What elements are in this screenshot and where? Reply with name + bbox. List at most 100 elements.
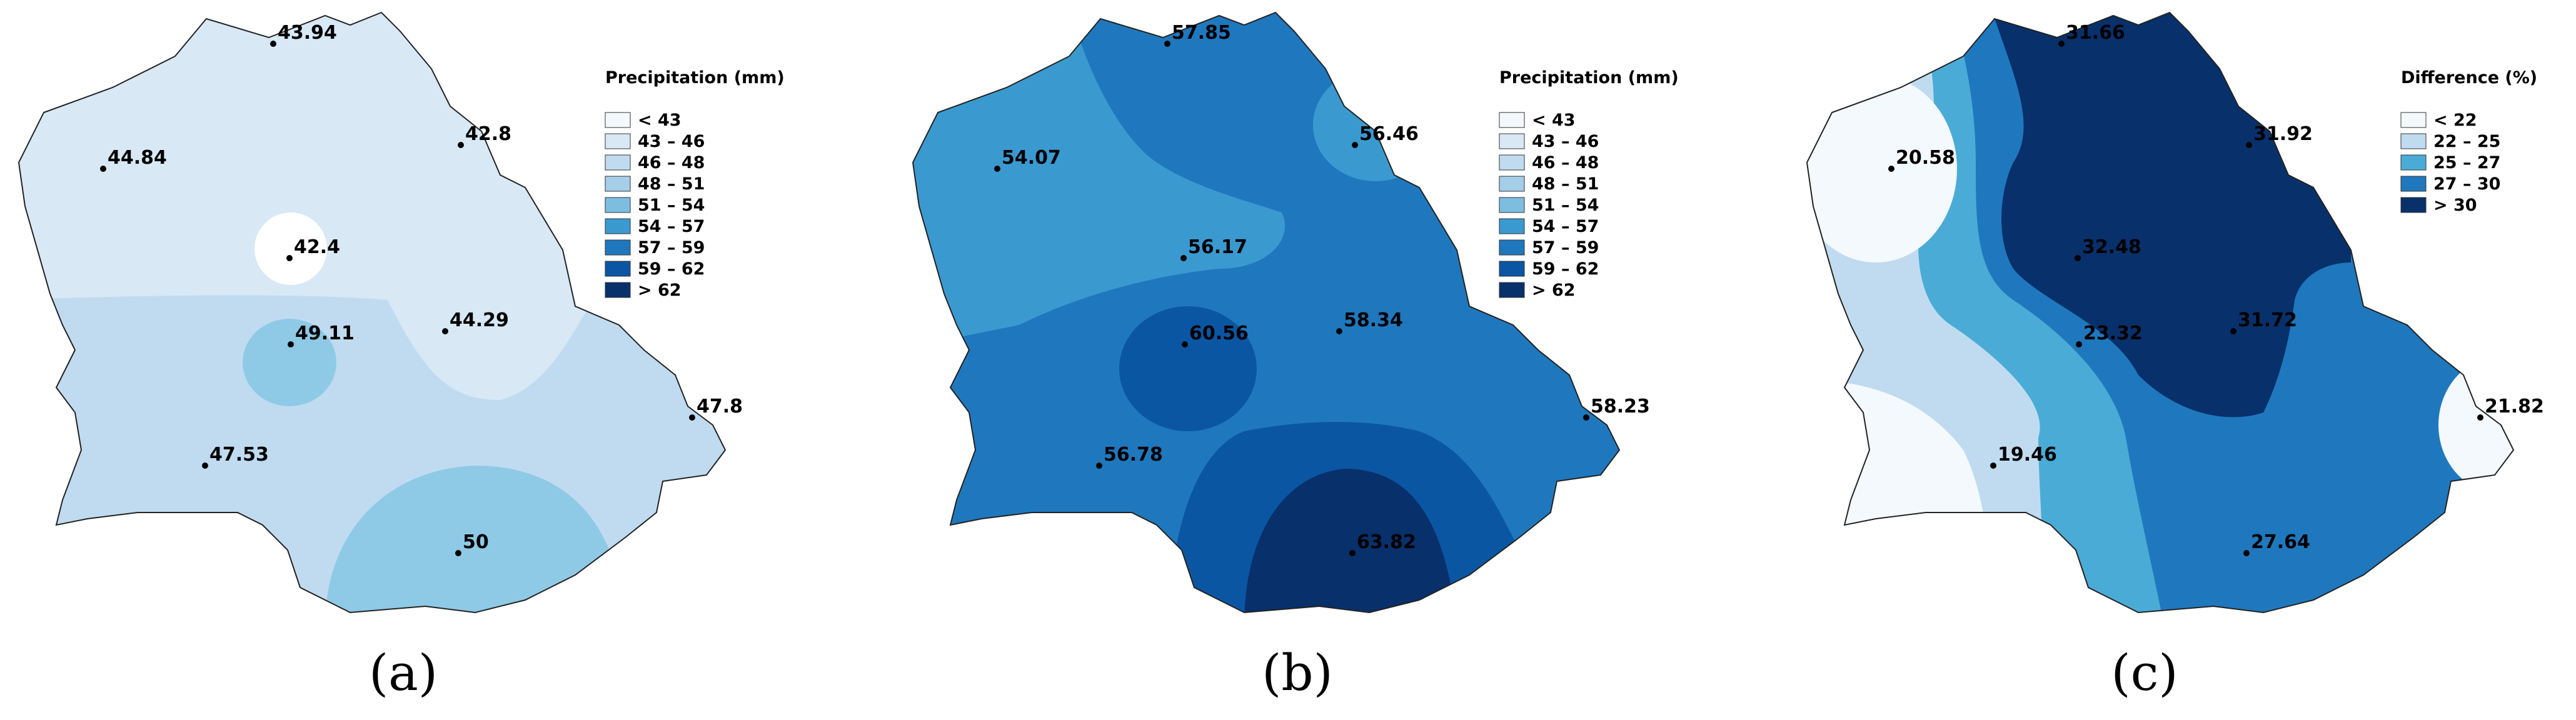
station-7: 47.8	[689, 396, 743, 421]
legend-label: 46 – 48	[1532, 153, 1599, 172]
station-8: 56.78	[1096, 444, 1163, 469]
legend-swatch	[1499, 261, 1525, 277]
panel-caption: (b)	[1262, 644, 1333, 702]
zone-south-bowl	[1244, 469, 1457, 612]
zone-south	[19, 295, 725, 612]
legend-swatch	[605, 154, 631, 171]
svg-text:56.46: 56.46	[1359, 123, 1419, 145]
map-svg-b: 57.85 54.07 56.46 56.17 60.56 58.34 58.2…	[912, 11, 1679, 614]
svg-text:49.11: 49.11	[295, 322, 355, 344]
legend-swatch	[2400, 154, 2427, 171]
map-panel-a: 43.94 44.84 42.8 42.4 49.11 44.29 47.8 4…	[0, 0, 858, 720]
legend-swatch	[605, 282, 631, 298]
panel-caption: (a)	[368, 644, 438, 702]
legend-swatch	[605, 197, 631, 213]
svg-text:44.84: 44.84	[108, 147, 167, 169]
legend-label: 51 – 54	[638, 196, 705, 215]
station-4: 56.17	[1180, 236, 1247, 261]
map-panel-b: 57.85 54.07 56.46 56.17 60.56 58.34 58.2…	[894, 0, 1753, 720]
legend-label: 43 – 46	[638, 132, 705, 151]
svg-text:56.17: 56.17	[1188, 236, 1247, 258]
station-2: 20.58	[1888, 147, 1955, 172]
legend-swatch	[1499, 239, 1525, 256]
station-1: 57.85	[1164, 22, 1231, 47]
station-9: 27.64	[2243, 531, 2310, 556]
zone-center-hole	[254, 212, 327, 285]
map-panel-c: 31.66 20.58 31.92 32.48 23.32 31.72 21.8…	[1788, 0, 2576, 720]
svg-text:43.94: 43.94	[278, 22, 337, 44]
zone-west-blob	[243, 319, 336, 406]
legend-swatch	[605, 112, 631, 128]
legend-label: 48 – 51	[1532, 174, 1599, 194]
svg-text:20.58: 20.58	[1896, 147, 1955, 169]
svg-text:58.34: 58.34	[1344, 309, 1403, 331]
svg-text:54.07: 54.07	[1002, 147, 1061, 169]
legend-label: > 62	[1532, 281, 1576, 300]
station-1: 43.94	[270, 22, 337, 47]
legend-label: < 22	[2433, 111, 2477, 130]
legend-label: > 62	[638, 281, 682, 300]
station-1: 31.66	[2058, 22, 2125, 47]
svg-text:60.56: 60.56	[1189, 322, 1249, 344]
station-2: 44.84	[100, 147, 167, 172]
map-svg-c: 31.66 20.58 31.92 32.48 23.32 31.72 21.8…	[1806, 11, 2544, 614]
legend-label: 51 – 54	[1532, 196, 1599, 215]
station-6: 44.29	[442, 309, 509, 334]
station-3: 56.46	[1352, 123, 1419, 148]
legend-items: < 22 22 – 25 25 – 27 27 – 30 > 30	[2400, 111, 2500, 215]
svg-text:31.66: 31.66	[2066, 22, 2125, 44]
legend-swatch	[2400, 133, 2427, 149]
zone-low-nw	[1807, 75, 1957, 262]
legend-swatch	[2400, 176, 2427, 192]
station-8: 47.53	[202, 444, 269, 469]
legend-c: Difference (%) < 22 22 – 25 25 – 27 27 – 30…	[2400, 68, 2537, 215]
station-7: 58.23	[1583, 396, 1650, 421]
svg-text:31.72: 31.72	[2238, 309, 2297, 331]
station-3: 31.92	[2246, 123, 2313, 148]
legend-title: Precipitation (mm)	[605, 68, 785, 88]
legend-label: > 30	[2433, 196, 2477, 215]
legend-label: 48 – 51	[638, 174, 705, 194]
map-border-b	[912, 11, 1621, 614]
legend-label: 59 – 62	[638, 259, 705, 279]
station-5: 60.56	[1182, 322, 1249, 348]
svg-text:32.48: 32.48	[2082, 236, 2141, 258]
svg-text:44.29: 44.29	[450, 309, 509, 331]
legend-swatch	[1499, 133, 1525, 149]
svg-text:21.82: 21.82	[2485, 396, 2544, 418]
map-border-c	[1806, 11, 2515, 614]
svg-text:27.64: 27.64	[2251, 531, 2310, 553]
svg-text:19.46: 19.46	[1998, 444, 2057, 466]
legend-swatch	[605, 218, 631, 234]
station-4: 42.4	[286, 236, 340, 261]
station-8: 19.46	[1990, 444, 2057, 469]
svg-text:31.92: 31.92	[2253, 123, 2313, 145]
legend-swatch	[605, 261, 631, 277]
svg-text:47.8: 47.8	[697, 396, 743, 418]
panel-caption: (c)	[2111, 644, 2178, 702]
legend-label: 25 – 27	[2433, 153, 2500, 172]
legend-label: 22 – 25	[2433, 132, 2500, 151]
legend-a: Precipitation (mm) < 43 43 – 46 46 – 48 48 …	[605, 68, 785, 300]
legend-swatch	[605, 239, 631, 256]
legend-label: 43 – 46	[1532, 132, 1599, 151]
svg-text:23.32: 23.32	[2083, 322, 2143, 344]
legend-label: < 43	[1532, 111, 1576, 130]
legend-swatch	[1499, 282, 1525, 298]
station-5: 23.32	[2076, 322, 2143, 348]
station-6: 58.34	[1336, 309, 1403, 334]
legend-swatch	[1499, 176, 1525, 192]
legend-swatch	[1499, 112, 1525, 128]
svg-text:42.4: 42.4	[294, 236, 340, 258]
legend-swatch	[1499, 154, 1525, 171]
legend-title: Difference (%)	[2401, 68, 2537, 88]
svg-text:57.85: 57.85	[1172, 22, 1231, 44]
legend-label: 57 – 59	[1532, 238, 1599, 258]
station-9: 63.82	[1349, 531, 1416, 556]
svg-text:63.82: 63.82	[1357, 531, 1416, 553]
station-2: 54.07	[994, 147, 1061, 172]
legend-swatch	[1499, 218, 1525, 234]
station-6: 31.72	[2230, 309, 2297, 334]
legend-swatch	[2400, 197, 2427, 213]
svg-text:56.78: 56.78	[1104, 444, 1163, 466]
